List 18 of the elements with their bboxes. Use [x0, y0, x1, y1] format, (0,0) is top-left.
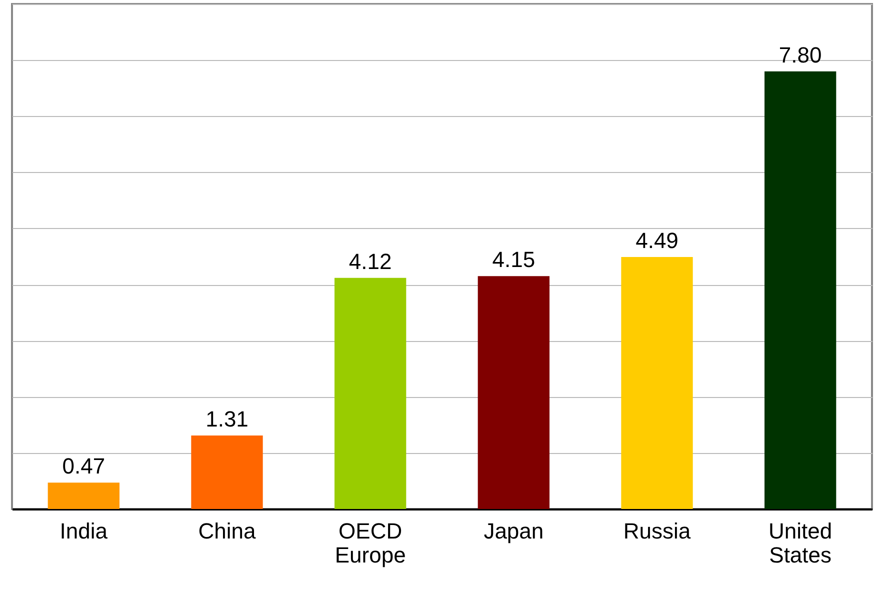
data-label: 4.12 — [348, 248, 392, 274]
data-label: 4.49 — [636, 228, 678, 254]
bar — [48, 482, 120, 509]
x-tick-label: China — [198, 518, 257, 544]
data-label: 7.80 — [778, 42, 822, 68]
x-tick-label: OECD Europe — [334, 518, 406, 568]
x-tick-label: Japan — [484, 518, 544, 544]
x-tick-label: United States — [768, 518, 832, 568]
bar — [478, 276, 550, 509]
data-label: 1.31 — [206, 406, 248, 432]
x-tick-label: India — [60, 518, 108, 544]
bar — [621, 257, 693, 509]
bar — [191, 435, 263, 509]
data-label: 0.47 — [62, 454, 106, 479]
bar — [334, 278, 406, 509]
x-tick-label: Russia — [623, 518, 692, 544]
bar — [764, 71, 836, 509]
data-label: 4.15 — [492, 247, 536, 272]
